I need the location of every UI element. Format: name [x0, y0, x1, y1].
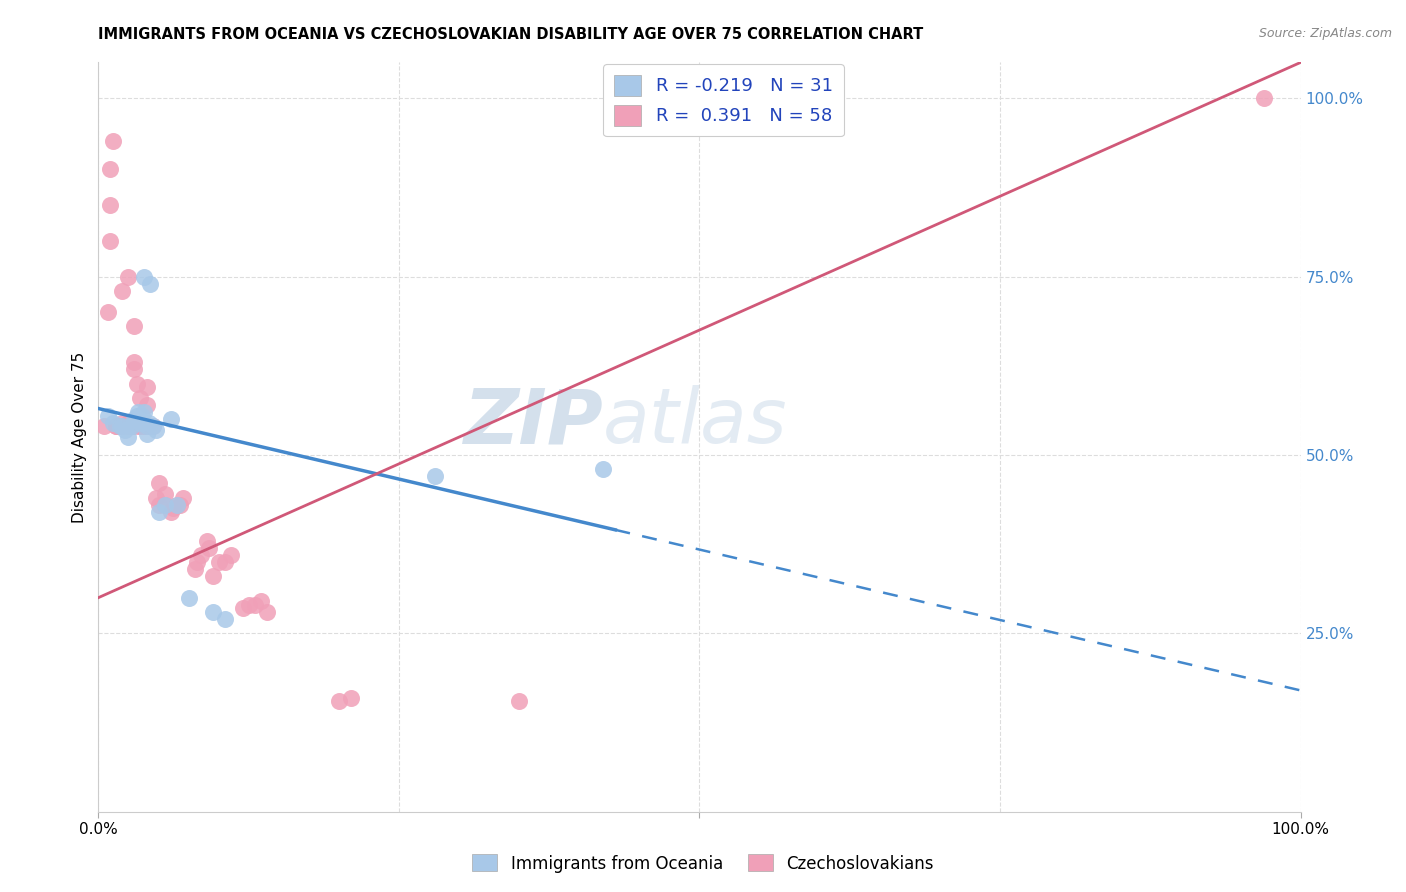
Point	[132, 405, 155, 419]
Point	[148, 476, 170, 491]
Point	[159, 412, 181, 426]
Point	[114, 423, 136, 437]
Point	[138, 416, 160, 430]
Point	[121, 419, 143, 434]
Point	[214, 612, 236, 626]
Point	[124, 355, 146, 369]
Point	[131, 409, 153, 423]
Point	[141, 419, 163, 434]
Point	[328, 694, 350, 708]
Point	[101, 134, 124, 148]
Point	[162, 501, 184, 516]
Point	[148, 498, 170, 512]
Point	[214, 555, 236, 569]
Point	[125, 409, 148, 423]
Point	[125, 376, 148, 391]
Point	[117, 430, 139, 444]
Point	[169, 498, 191, 512]
Point	[166, 498, 188, 512]
Point	[138, 419, 160, 434]
Text: Source: ZipAtlas.com: Source: ZipAtlas.com	[1258, 27, 1392, 40]
Point	[111, 284, 134, 298]
Point	[423, 469, 446, 483]
Point	[111, 416, 134, 430]
Point	[148, 505, 170, 519]
Point	[195, 533, 218, 548]
Point	[183, 562, 205, 576]
Point	[108, 419, 131, 434]
Point	[97, 305, 120, 319]
Point	[117, 419, 139, 434]
Point	[105, 419, 128, 434]
Point	[100, 234, 122, 248]
Point	[128, 419, 150, 434]
Point	[153, 498, 176, 512]
Point	[177, 591, 200, 605]
Point	[135, 426, 157, 441]
Point	[190, 548, 212, 562]
Point	[129, 419, 152, 434]
Point	[117, 416, 139, 430]
Point	[232, 601, 254, 615]
Point	[124, 362, 146, 376]
Point	[340, 690, 363, 705]
Point	[172, 491, 194, 505]
Point	[139, 277, 162, 291]
Point	[129, 391, 152, 405]
Point	[117, 269, 139, 284]
Point	[145, 423, 167, 437]
Legend: Immigrants from Oceania, Czechoslovakians: Immigrants from Oceania, Czechoslovakian…	[465, 847, 941, 880]
Point	[508, 694, 530, 708]
Text: IMMIGRANTS FROM OCEANIA VS CZECHOSLOVAKIAN DISABILITY AGE OVER 75 CORRELATION CH: IMMIGRANTS FROM OCEANIA VS CZECHOSLOVAKI…	[98, 27, 924, 42]
Point	[1253, 91, 1275, 105]
Point	[124, 412, 146, 426]
Point	[129, 416, 152, 430]
Point	[219, 548, 242, 562]
Point	[129, 412, 152, 426]
Point	[101, 416, 124, 430]
Point	[153, 498, 176, 512]
Text: ZIP: ZIP	[464, 385, 603, 459]
Point	[132, 269, 155, 284]
Point	[238, 598, 260, 612]
Point	[124, 419, 146, 434]
Point	[201, 569, 224, 583]
Point	[592, 462, 614, 476]
Point	[100, 198, 122, 212]
Point	[93, 419, 115, 434]
Point	[153, 487, 176, 501]
Point	[166, 498, 188, 512]
Point	[135, 419, 157, 434]
Point	[132, 419, 155, 434]
Point	[97, 409, 120, 423]
Legend: R = -0.219   N = 31, R =  0.391   N = 58: R = -0.219 N = 31, R = 0.391 N = 58	[603, 64, 844, 136]
Point	[145, 491, 167, 505]
Point	[159, 505, 181, 519]
Point	[105, 419, 128, 434]
Point	[124, 319, 146, 334]
Point	[201, 605, 224, 619]
Point	[135, 419, 157, 434]
Point	[111, 419, 134, 434]
Point	[121, 419, 143, 434]
Point	[135, 398, 157, 412]
Point	[114, 419, 136, 434]
Point	[124, 416, 146, 430]
Text: atlas: atlas	[603, 385, 787, 459]
Point	[108, 419, 131, 434]
Point	[135, 380, 157, 394]
Y-axis label: Disability Age Over 75: Disability Age Over 75	[72, 351, 87, 523]
Point	[141, 419, 163, 434]
Point	[208, 555, 231, 569]
Point	[100, 162, 122, 177]
Point	[256, 605, 278, 619]
Point	[127, 405, 149, 419]
Point	[249, 594, 271, 608]
Point	[243, 598, 266, 612]
Point	[198, 541, 221, 555]
Point	[186, 555, 208, 569]
